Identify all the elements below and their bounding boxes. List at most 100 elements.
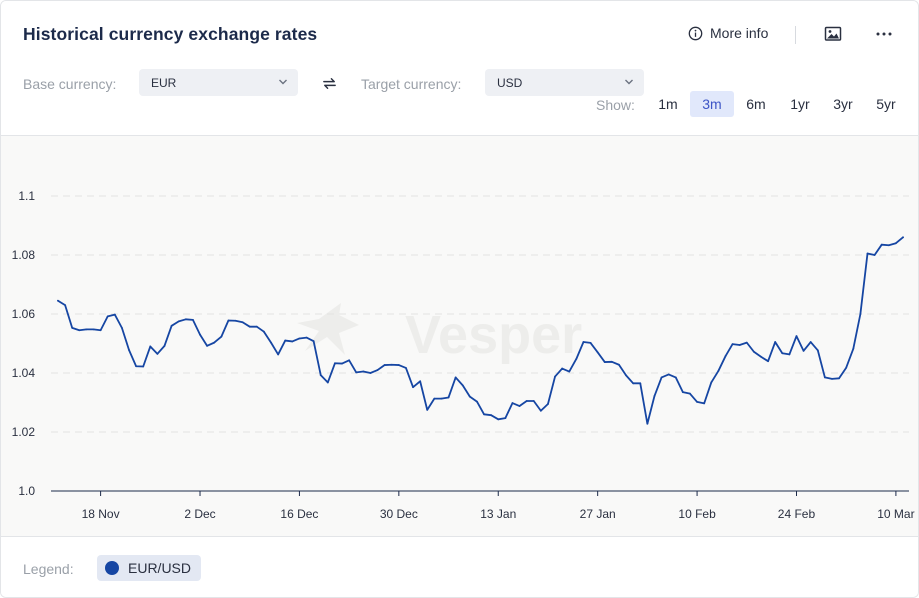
data-point <box>823 376 826 379</box>
data-point <box>298 337 301 340</box>
legend-item-eur-usd[interactable]: EUR/USD <box>97 555 202 581</box>
y-tick-label: 1.02 <box>12 425 36 439</box>
header-divider <box>795 26 796 44</box>
data-point <box>234 319 237 322</box>
range-1yr-button[interactable]: 1yr <box>790 96 810 112</box>
data-point <box>639 382 642 385</box>
data-point <box>433 397 436 400</box>
data-point <box>213 341 216 344</box>
data-point <box>142 365 145 368</box>
more-options-icon[interactable] <box>875 25 893 43</box>
data-point <box>476 400 478 403</box>
data-point <box>866 252 869 255</box>
data-point <box>859 313 862 315</box>
data-point <box>461 384 464 387</box>
data-point <box>497 418 500 421</box>
data-point <box>788 353 791 356</box>
data-point <box>227 319 230 322</box>
data-point <box>610 360 613 363</box>
range-1m-button[interactable]: 1m <box>658 96 678 112</box>
watermark: Vesper <box>297 303 582 365</box>
data-point <box>57 299 59 302</box>
data-point <box>468 395 471 398</box>
data-point <box>568 370 571 373</box>
data-point <box>745 341 748 344</box>
range-3yr-button[interactable]: 3yr <box>833 96 853 112</box>
data-point <box>255 325 258 328</box>
data-point <box>397 364 400 366</box>
data-point <box>831 378 833 380</box>
data-point <box>504 417 507 420</box>
data-point <box>113 313 116 316</box>
data-point <box>710 381 713 384</box>
x-tick-label: 10 Feb <box>678 507 716 521</box>
page-title: Historical currency exchange rates <box>23 24 318 44</box>
data-point <box>248 325 251 328</box>
data-point <box>717 370 720 372</box>
data-point <box>902 236 904 239</box>
data-point <box>85 328 88 331</box>
image-export-icon[interactable] <box>824 25 842 43</box>
series-layer <box>57 236 904 425</box>
data-point <box>412 386 414 389</box>
data-point <box>795 335 798 338</box>
data-point <box>532 400 535 402</box>
data-point <box>752 350 755 353</box>
x-tick-label: 30 Dec <box>380 507 418 521</box>
data-point <box>99 329 102 332</box>
data-point <box>582 341 585 343</box>
data-point <box>838 377 840 380</box>
data-point <box>284 339 287 342</box>
data-point <box>128 349 130 351</box>
legend-item-label: EUR/USD <box>128 560 192 576</box>
range-5yr-button[interactable]: 5yr <box>876 96 896 112</box>
x-tick-label: 2 Dec <box>184 507 215 521</box>
data-point <box>525 400 528 402</box>
legend-dot-icon <box>105 561 119 575</box>
data-point <box>78 329 81 332</box>
grid <box>51 195 909 433</box>
data-point <box>689 392 691 395</box>
swap-currencies-icon[interactable] <box>321 75 338 92</box>
watermark-logo-icon <box>297 303 359 355</box>
plot-area-background <box>1 136 918 536</box>
data-point <box>454 376 457 379</box>
data-point <box>106 315 109 318</box>
data-point <box>184 318 187 321</box>
more-info-button[interactable]: More info <box>688 25 768 41</box>
data-point <box>348 359 351 362</box>
data-point <box>589 342 592 344</box>
data-point <box>291 340 294 343</box>
range-3m-button[interactable]: 3m <box>690 91 734 117</box>
data-point <box>738 344 741 346</box>
y-tick-label: 1.0 <box>18 484 35 498</box>
data-point <box>894 242 897 245</box>
target-currency-select[interactable]: USD <box>485 69 644 96</box>
data-point <box>71 326 74 329</box>
data-point <box>852 347 855 350</box>
data-point <box>263 330 265 333</box>
data-point <box>873 254 876 256</box>
x-tick-label: 16 Dec <box>280 507 318 521</box>
data-point <box>341 362 343 365</box>
x-axis: 18 Nov 2 Dec 16 Dec 30 Dec 13 Jan 27 Jan 10 Fe… <box>51 490 915 521</box>
data-point <box>270 341 272 344</box>
range-6m-button[interactable]: 6m <box>746 96 766 112</box>
data-point <box>447 396 450 399</box>
target-currency-value: USD <box>497 75 523 90</box>
base-currency-select[interactable]: EUR <box>139 69 298 96</box>
data-point <box>149 345 152 348</box>
info-icon <box>688 26 703 40</box>
data-point <box>192 319 194 321</box>
data-point <box>880 243 883 246</box>
data-point <box>199 333 201 336</box>
header: Historical currency exchange rates More … <box>1 1 918 136</box>
watermark-text: Vesper <box>405 305 582 365</box>
data-point <box>809 341 812 343</box>
data-point <box>781 352 784 355</box>
base-currency-value: EUR <box>151 75 177 90</box>
y-axis: 1.0 1.02 1.04 1.06 1.08 1.1 <box>12 189 36 498</box>
x-tick-label: 24 Feb <box>778 507 816 521</box>
data-point <box>440 397 443 400</box>
data-point <box>681 391 684 394</box>
